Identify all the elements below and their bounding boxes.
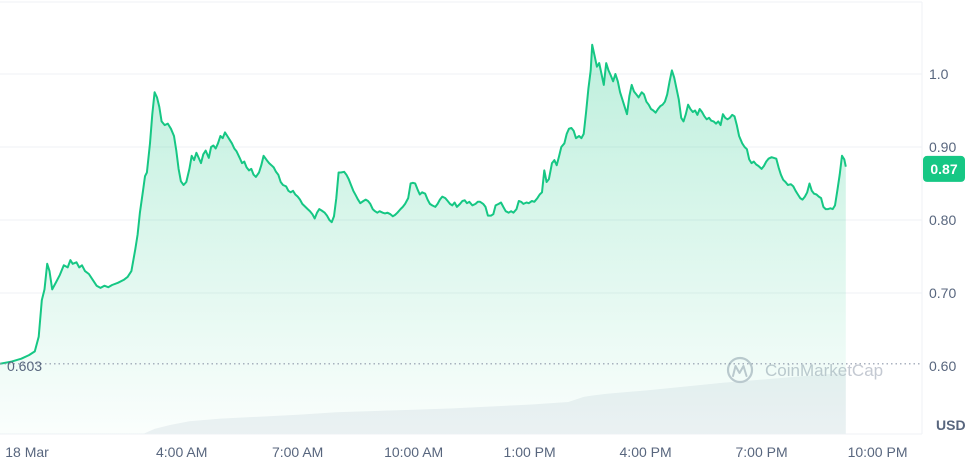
y-tick-label: 1.0: [929, 66, 949, 82]
x-tick-label: 10:00 AM: [384, 444, 443, 460]
x-tick-label: 1:00 PM: [504, 444, 556, 460]
price-area-fill: [0, 44, 846, 434]
y-tick-label: 0.60: [929, 358, 956, 374]
y-tick-label: 0.90: [929, 139, 956, 155]
x-tick-label: 7:00 PM: [735, 444, 787, 460]
current-price-value: 0.87: [930, 161, 957, 177]
current-price-tag: 0.87: [923, 155, 965, 182]
current-price-tag-bg: [923, 155, 965, 182]
y-axis-labels: 1.0 0.90 0.80 0.70 0.60: [929, 66, 956, 374]
price-line: [0, 43, 847, 365]
x-tick-label: 7:00 AM: [272, 444, 323, 460]
x-tick-label: 4:00 PM: [620, 444, 672, 460]
x-tick-label: 18 Mar: [5, 444, 49, 460]
x-tick-label: 4:00 AM: [156, 444, 207, 460]
x-tick-label: 10:00 PM: [848, 444, 908, 460]
y-tick-label: 0.80: [929, 212, 956, 228]
y-tick-label: 0.70: [929, 285, 956, 301]
baseline-label: 0.603: [7, 358, 42, 374]
x-axis-labels: 18 Mar 4:00 AM 7:00 AM 10:00 AM 1:00 PM 4:00 …: [5, 444, 907, 460]
y-axis-unit: USD: [936, 417, 966, 433]
